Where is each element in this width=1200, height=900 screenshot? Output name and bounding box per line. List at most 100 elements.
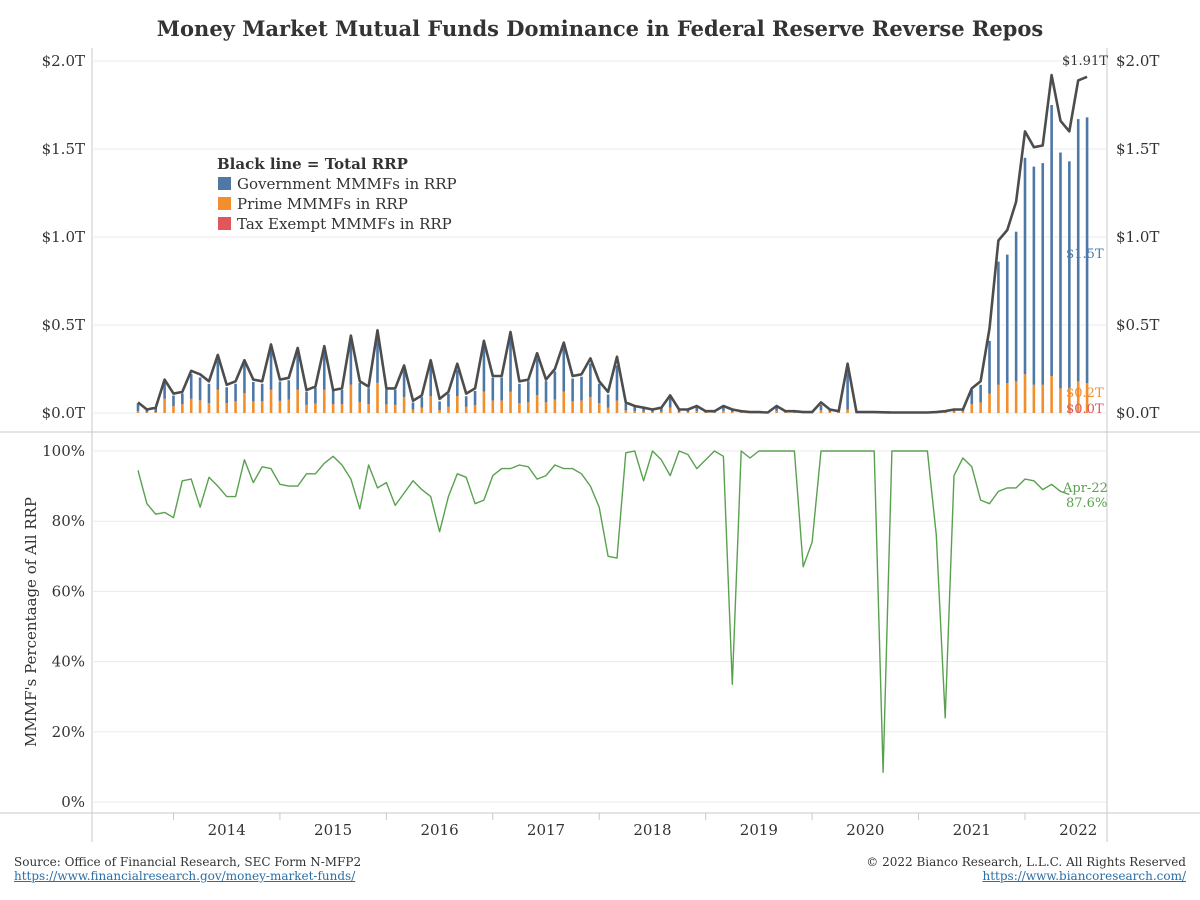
bar-prime (438, 410, 441, 413)
bar-government (526, 381, 530, 403)
bar-prime (642, 411, 645, 413)
bar-prime (535, 395, 539, 413)
copyright-footer: © 2022 Bianco Research, L.L.C. All Right… (866, 855, 1186, 883)
annotation-pct-end-value: 87.6% (1066, 496, 1107, 511)
bar-government (447, 393, 450, 407)
bar-prime (447, 406, 450, 413)
bar-prime (429, 396, 433, 413)
bar-prime (518, 403, 521, 413)
top-y-tick-label-right: $1.0T (1116, 228, 1159, 246)
bar-prime (837, 412, 841, 413)
bottom-gridlines (92, 450, 1107, 803)
bar-prime (393, 405, 397, 413)
top-y-tick-label-left: $0.5T (42, 316, 85, 334)
bar-government (340, 389, 344, 405)
bar-government (393, 389, 397, 405)
bar-government (677, 410, 681, 413)
bar-government (660, 408, 663, 412)
bar-prime (278, 401, 282, 413)
bar-prime (1005, 383, 1009, 413)
bar-prime (660, 411, 663, 413)
top-gridlines (92, 60, 1107, 414)
bar-prime (1014, 381, 1018, 413)
bar-government (252, 382, 255, 402)
bar-government (314, 387, 317, 404)
bar-government (997, 261, 1000, 385)
source-footer: Source: Office of Financial Research, SE… (14, 855, 361, 883)
bar-government (234, 383, 237, 402)
bar-prime (580, 400, 583, 413)
total-rrp-line (137, 73, 1088, 414)
bar-government (420, 397, 424, 408)
bar-government (322, 349, 326, 390)
bar-government (775, 406, 778, 411)
bar-government (695, 406, 699, 412)
bar-prime (473, 405, 477, 413)
percentage-line (137, 450, 1070, 773)
bar-prime (526, 402, 530, 413)
bar-prime (411, 409, 415, 413)
bar-government (597, 383, 601, 404)
bar-prime (314, 403, 317, 413)
bar-prime (1085, 383, 1089, 413)
bar-prime (225, 403, 228, 413)
bar-prime (961, 411, 965, 413)
bar-prime (198, 400, 202, 413)
bar-government (296, 351, 299, 390)
bar-government (606, 394, 610, 408)
bar-government (145, 409, 149, 413)
bar-government (518, 383, 521, 404)
bar-government (580, 376, 583, 401)
bar-government (562, 347, 566, 392)
bar-prime (624, 410, 628, 413)
bottom-y-tick-label: 80% (52, 512, 85, 530)
bar-prime (509, 391, 512, 413)
bar-prime (207, 403, 211, 413)
annotation-government-end: $1.5T (1066, 247, 1104, 262)
bar-prime (340, 404, 344, 413)
top-y-axis-left: $0.0T $0.5T $1.0T $1.5T $2.0T (42, 52, 85, 422)
x-axis: 2014 2015 2016 2017 2018 2019 2020 2021 2022 (172, 813, 1097, 839)
bar-prime (544, 402, 548, 413)
bar-prime (172, 406, 175, 413)
bar-government (730, 409, 734, 412)
legend-swatch-prime (218, 197, 231, 210)
copyright-link[interactable]: https://www.biancoresearch.com/ (982, 869, 1186, 883)
bar-government (1085, 117, 1089, 384)
x-tick-label: 2016 (420, 821, 458, 839)
x-tick-label: 2021 (953, 821, 991, 839)
bar-prime (713, 412, 716, 413)
top-y-tick-label-right: $0.0T (1116, 404, 1159, 422)
bar-government (243, 361, 246, 394)
bar-government (181, 393, 184, 405)
bar-prime (252, 401, 255, 413)
bar-government (589, 363, 592, 397)
bar-government (269, 349, 273, 390)
bar-prime (695, 411, 699, 413)
bar-government (642, 408, 645, 412)
bar-government (1059, 152, 1062, 389)
bar-prime (1050, 376, 1053, 413)
bar-government (615, 365, 619, 401)
bar-prime (704, 412, 707, 413)
top-y-tick-label-left: $1.0T (42, 228, 85, 246)
x-tick-label: 2014 (208, 821, 246, 839)
top-y-tick-label-right: $2.0T (1116, 52, 1159, 70)
bar-prime (739, 412, 743, 413)
bar-prime (145, 412, 149, 413)
bar-government (305, 391, 308, 405)
annotation-tax-exempt-end: $0.0T (1066, 402, 1104, 417)
bar-government (1068, 161, 1071, 389)
x-tick-label: 2018 (633, 821, 671, 839)
bar-prime (997, 384, 1000, 413)
legend-label-government: Government MMMFs in RRP (237, 175, 457, 193)
bar-prime (784, 412, 787, 413)
bar-government (1076, 119, 1080, 382)
bar-government (136, 403, 140, 412)
bar-prime (260, 401, 264, 413)
bar-government (988, 340, 991, 394)
source-link[interactable]: https://www.financialresearch.gov/money-… (14, 869, 356, 883)
top-y-tick-label-left: $0.0T (42, 404, 85, 422)
x-tick-label: 2022 (1059, 821, 1097, 839)
bar-government (722, 406, 725, 411)
